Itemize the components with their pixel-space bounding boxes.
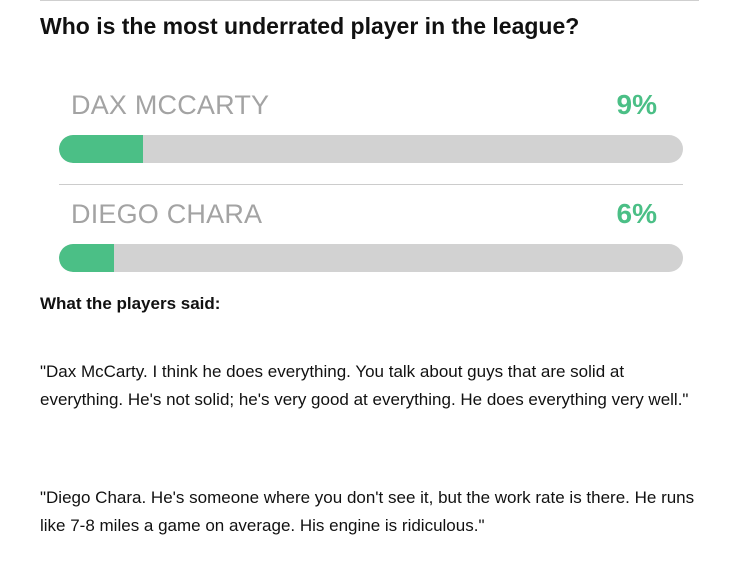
top-divider bbox=[40, 0, 699, 1]
poll-bar-track bbox=[59, 244, 683, 272]
poll-option-dax-mccarty: DAX MCCARTY 9% bbox=[59, 76, 683, 184]
poll-results: DAX MCCARTY 9% DIEGO CHARA 6% bbox=[59, 76, 683, 293]
poll-option-percent: 6% bbox=[616, 198, 657, 229]
player-quote: "Diego Chara. He's someone where you don… bbox=[40, 488, 695, 535]
poll-bar-fill bbox=[59, 135, 144, 163]
poll-option-name: DIEGO CHARA bbox=[71, 199, 263, 229]
poll-bar-fill bbox=[59, 244, 114, 272]
poll-bar-track bbox=[59, 135, 683, 163]
player-quote: "Dax McCarty. I think he does everything… bbox=[40, 362, 689, 409]
poll-option-name: DAX MCCARTY bbox=[71, 90, 270, 120]
poll-option-percent: 9% bbox=[616, 89, 657, 120]
section-heading: What the players said: bbox=[40, 294, 221, 313]
poll-question: Who is the most underrated player in the… bbox=[40, 13, 580, 39]
poll-option-diego-chara: DIEGO CHARA 6% bbox=[59, 184, 683, 293]
